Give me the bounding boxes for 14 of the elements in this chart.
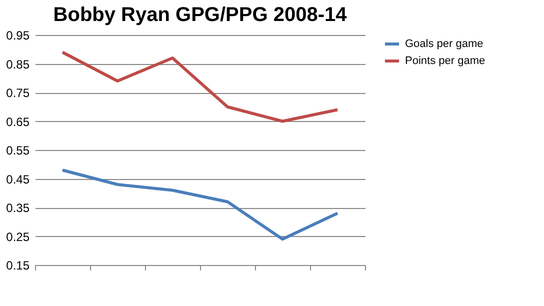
y-tick-label: 0.35 xyxy=(6,201,30,215)
y-tick-label: 0.95 xyxy=(6,28,30,42)
y-tick-label: 0.45 xyxy=(6,172,30,186)
y-tick-label: 0.55 xyxy=(6,144,30,158)
chart-title: Bobby Ryan GPG/PPG 2008-14 xyxy=(53,4,348,26)
y-tick-label: 0.25 xyxy=(6,230,30,244)
y-tick-label: 0.65 xyxy=(6,114,30,129)
y-tick-label: 0.85 xyxy=(6,57,30,72)
legend-label: Goals per game xyxy=(405,38,484,50)
line-series xyxy=(61,168,339,241)
line-series xyxy=(61,50,339,123)
y-tick-label: 0.15 xyxy=(6,258,30,272)
y-tick-label: 0.75 xyxy=(6,86,30,100)
legend-label: Points per game xyxy=(405,55,486,67)
